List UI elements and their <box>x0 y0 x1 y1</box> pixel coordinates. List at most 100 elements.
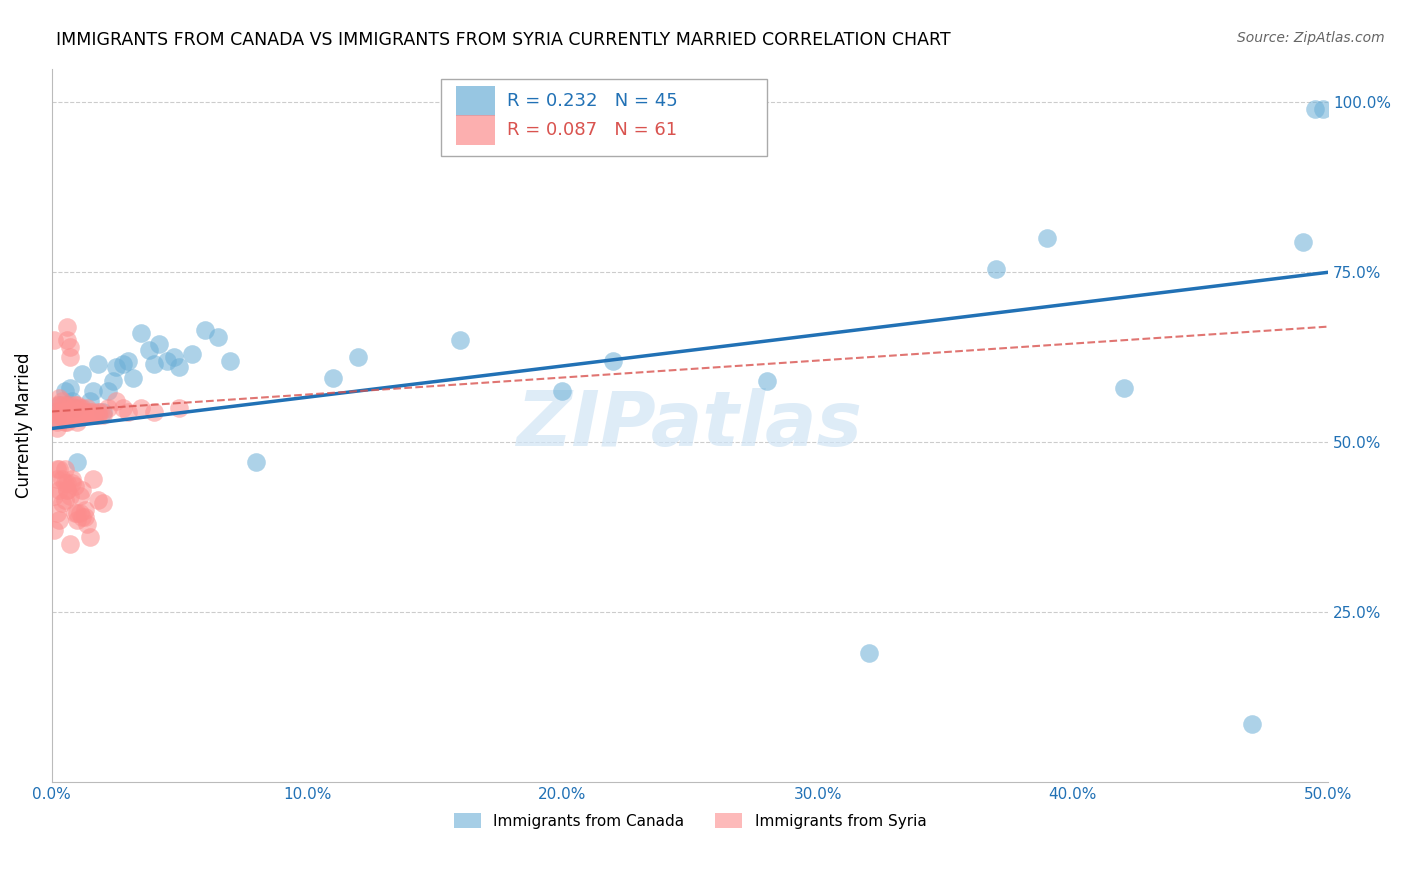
Point <box>60 404 83 418</box>
Point <box>53 398 76 412</box>
Point <box>551 384 574 398</box>
Point <box>69 490 91 504</box>
Point <box>76 516 98 531</box>
Point <box>48 391 70 405</box>
Point <box>59 537 82 551</box>
Point <box>60 401 83 416</box>
Point <box>1036 231 1059 245</box>
Point <box>51 398 73 412</box>
Point <box>169 360 191 375</box>
Point <box>48 462 70 476</box>
Legend: Immigrants from Canada, Immigrants from Syria: Immigrants from Canada, Immigrants from … <box>447 807 932 835</box>
Point <box>72 509 94 524</box>
Point <box>82 472 104 486</box>
Point <box>76 401 98 416</box>
Point <box>51 404 73 418</box>
Point <box>45 421 67 435</box>
Point <box>53 415 76 429</box>
Point <box>89 404 111 418</box>
Text: ZIPatlas: ZIPatlas <box>517 388 863 462</box>
Point <box>60 475 83 490</box>
Point <box>59 350 82 364</box>
Point <box>322 370 344 384</box>
Point <box>45 411 67 425</box>
Point <box>755 374 778 388</box>
Point <box>117 353 139 368</box>
Point <box>66 408 89 422</box>
Point <box>56 319 79 334</box>
Point <box>63 398 86 412</box>
Point <box>60 472 83 486</box>
Point <box>44 404 66 418</box>
Point <box>79 408 101 422</box>
Point <box>48 408 70 422</box>
Point <box>63 401 86 416</box>
Point <box>45 472 67 486</box>
Y-axis label: Currently Married: Currently Married <box>15 352 32 498</box>
Point <box>122 370 145 384</box>
Point <box>60 394 83 409</box>
Point <box>53 462 76 476</box>
Point <box>59 398 82 412</box>
Point <box>44 490 66 504</box>
Point <box>82 408 104 422</box>
Bar <box>457 87 495 116</box>
Point <box>142 404 165 418</box>
Point <box>207 330 229 344</box>
Point <box>53 408 76 422</box>
Point <box>69 408 91 422</box>
Point <box>117 404 139 418</box>
Point <box>858 646 880 660</box>
Point <box>138 343 160 358</box>
Text: R = 0.087   N = 61: R = 0.087 N = 61 <box>508 120 678 139</box>
Point <box>91 404 114 418</box>
Text: IMMIGRANTS FROM CANADA VS IMMIGRANTS FROM SYRIA CURRENTLY MARRIED CORRELATION CH: IMMIGRANTS FROM CANADA VS IMMIGRANTS FRO… <box>56 31 950 49</box>
Point <box>86 408 108 422</box>
Point <box>1112 381 1135 395</box>
Point <box>1291 235 1313 249</box>
Point <box>56 398 79 412</box>
Point <box>82 384 104 398</box>
Point <box>104 394 127 409</box>
Point <box>44 524 66 538</box>
Point <box>169 401 191 416</box>
Point <box>56 483 79 497</box>
Point <box>97 384 120 398</box>
Point <box>51 394 73 409</box>
Point <box>66 507 89 521</box>
Point <box>69 401 91 416</box>
Point <box>66 398 89 412</box>
Point <box>104 360 127 375</box>
Point <box>63 404 86 418</box>
Point <box>56 483 79 497</box>
Point <box>1305 103 1327 117</box>
Point <box>56 415 79 429</box>
Point <box>69 507 91 521</box>
Point <box>1312 103 1334 117</box>
Point <box>73 408 96 422</box>
Point <box>51 472 73 486</box>
Point <box>163 350 186 364</box>
Point <box>45 415 67 429</box>
Point <box>142 357 165 371</box>
Point <box>82 404 104 418</box>
Point <box>156 353 179 368</box>
Point <box>79 404 101 418</box>
Point <box>48 398 70 412</box>
Point <box>56 475 79 490</box>
Point <box>59 404 82 418</box>
Point <box>449 333 471 347</box>
Point <box>66 415 89 429</box>
Point <box>66 513 89 527</box>
Point <box>59 411 82 425</box>
Point <box>194 323 217 337</box>
Point <box>101 374 124 388</box>
Point <box>73 509 96 524</box>
Text: Source: ZipAtlas.com: Source: ZipAtlas.com <box>1237 31 1385 45</box>
Point <box>76 408 98 422</box>
Point <box>129 326 152 341</box>
Point <box>129 401 152 416</box>
Point <box>72 483 94 497</box>
Point <box>86 404 108 418</box>
Point <box>91 408 114 422</box>
